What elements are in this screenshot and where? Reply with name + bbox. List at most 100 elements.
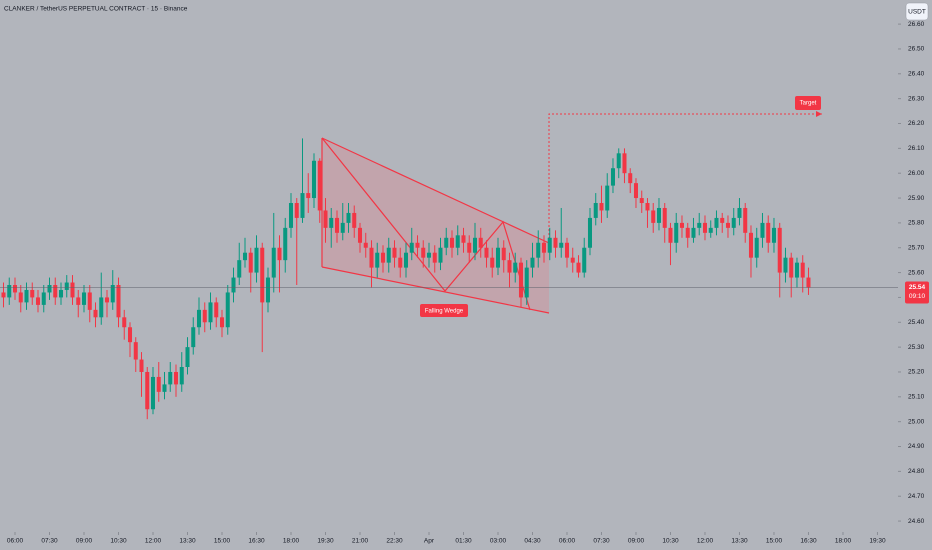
candle-body	[794, 262, 799, 278]
x-tick-label: 15:00	[214, 538, 231, 545]
candle-body	[162, 384, 167, 392]
candle-body	[743, 207, 748, 233]
candle-body	[536, 242, 541, 258]
candle-body	[576, 262, 581, 273]
candle-body	[467, 242, 472, 253]
candle-body	[524, 267, 529, 298]
candle-body	[484, 247, 489, 258]
candle-body	[225, 292, 230, 328]
candle-body	[311, 160, 317, 199]
candle-body	[639, 198, 644, 204]
x-tick-label: 07:30	[41, 538, 58, 545]
candle-body	[58, 289, 64, 298]
candle-body	[541, 242, 546, 253]
wedge-label-box	[420, 304, 468, 317]
candle-body	[334, 217, 340, 233]
currency[interactable]: USDT	[908, 9, 926, 16]
candle-body	[294, 203, 299, 218]
candle-body	[593, 203, 598, 218]
y-tick-label: 25.40	[908, 319, 925, 326]
x-tick-label: 22:30	[386, 538, 403, 545]
candle-body	[582, 247, 587, 273]
candle-body	[127, 327, 133, 343]
y-tick-label: 26.40	[908, 71, 925, 78]
y-tick-label: 26.50	[908, 46, 925, 53]
candle-body	[777, 227, 782, 273]
x-tick-label: 06:00	[559, 538, 576, 545]
candle-body	[156, 376, 161, 392]
candle-body	[449, 237, 455, 248]
candle-body	[104, 297, 110, 303]
candle-body	[231, 277, 236, 293]
candle-body	[748, 232, 753, 258]
candle-body	[179, 367, 184, 385]
x-tick-label: 09:00	[76, 538, 93, 545]
y-tick-label: 24.60	[908, 518, 925, 525]
x-tick-label: Apr	[424, 538, 435, 545]
x-tick-label: 15:00	[766, 538, 783, 545]
y-tick-label: 25.80	[908, 220, 925, 227]
candle-body	[168, 371, 173, 385]
y-tick-label: 25.90	[908, 195, 925, 202]
y-tick-label: 25.10	[908, 394, 925, 401]
candle-body	[605, 185, 610, 211]
y-tick-label: 24.80	[908, 468, 925, 475]
candle-body	[570, 257, 575, 263]
candle-body	[685, 227, 690, 238]
candle-body	[731, 217, 736, 228]
candle-body	[628, 173, 633, 184]
x-tick-label: 07:30	[593, 538, 610, 545]
y-tick-label: 25.00	[908, 418, 925, 425]
x-tick-label: 06:00	[7, 538, 24, 545]
candle-body	[254, 247, 259, 273]
y-tick-label: 26.00	[908, 170, 925, 177]
candle-body	[518, 262, 523, 298]
candle-body	[317, 160, 322, 211]
y-tick-label: 26.30	[908, 95, 925, 102]
candle-body	[7, 285, 12, 298]
candle-body	[237, 260, 242, 278]
candle-body	[242, 252, 248, 261]
candle-body	[409, 242, 414, 253]
last-price-box	[905, 281, 929, 304]
candle-body	[490, 257, 495, 268]
y-tick-label: 24.70	[908, 493, 925, 500]
x-tick-label: 21:00	[352, 538, 369, 545]
candle-body	[616, 153, 621, 169]
candle-body	[806, 277, 811, 288]
candle-body	[725, 222, 730, 228]
x-tick-label: 18:00	[835, 538, 852, 545]
candle-body	[323, 210, 328, 228]
candle-body	[398, 257, 403, 268]
candle-body	[386, 247, 391, 263]
countdown-label: 09:10	[909, 293, 926, 300]
candle-body	[547, 237, 552, 253]
candle-body	[714, 217, 719, 228]
candle-body	[340, 222, 345, 233]
candle-body	[559, 242, 564, 248]
candle-body	[12, 285, 18, 293]
x-tick-label: 12:00	[697, 538, 714, 545]
candle-body	[369, 247, 374, 268]
candle-body	[380, 252, 386, 263]
candle-body	[697, 222, 702, 228]
candle-body	[771, 227, 776, 243]
candle-body	[432, 252, 437, 263]
candle-body	[87, 292, 92, 310]
chart-title: CLANKER / TetherUS PERPETUAL CONTRACT · …	[4, 6, 188, 13]
candle-body	[30, 289, 35, 298]
candle-body	[610, 168, 615, 186]
currency-button[interactable]	[905, 2, 929, 21]
candle-body	[133, 342, 138, 360]
y-tick-label: 25.30	[908, 344, 925, 351]
candle-body	[662, 207, 667, 228]
candle-body	[300, 193, 305, 218]
candle-body	[455, 235, 460, 248]
candle-body	[110, 285, 115, 303]
candle-body	[202, 309, 207, 323]
candle-body	[357, 227, 363, 243]
candle-body	[24, 289, 29, 303]
